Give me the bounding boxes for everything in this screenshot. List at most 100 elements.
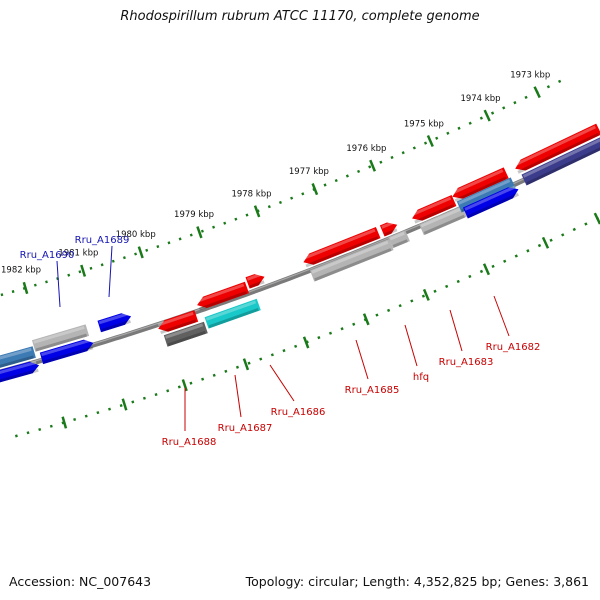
scale-dot [379, 160, 383, 164]
scale-dot [189, 381, 193, 385]
major-tick [369, 159, 377, 172]
gene-body [412, 195, 457, 221]
gene-arrow [157, 310, 199, 334]
gene-arrow [39, 338, 94, 365]
scale-dot [259, 357, 263, 361]
gene-body [39, 339, 94, 365]
scale-dot [433, 289, 437, 293]
scale-dot [546, 85, 551, 89]
gene-arrow [32, 324, 90, 352]
scale-dot [456, 279, 460, 284]
scale-dot [122, 256, 126, 260]
gene-shadow [454, 176, 507, 202]
scale-dot [412, 146, 416, 150]
scale-dot [14, 434, 18, 438]
scale-dot [234, 217, 238, 221]
scale-dot [278, 200, 282, 205]
gene-shadow [101, 319, 131, 332]
scale-dot [89, 266, 93, 270]
scale-dot [49, 424, 53, 428]
scale-dot [84, 414, 88, 418]
gene-shadow [305, 236, 379, 268]
callout-line [269, 364, 295, 402]
gene-highlight [41, 338, 91, 357]
scale-dot [524, 95, 528, 100]
scale-dot [177, 385, 181, 389]
scale-dot [445, 284, 449, 289]
scale-dot [549, 238, 553, 242]
gene-arrow [204, 298, 261, 329]
gene-label: Rru_A1689 [75, 235, 130, 246]
gene-highlight [33, 326, 85, 344]
gene-shadow [0, 368, 39, 383]
scale-dot [0, 293, 4, 297]
gene-label: Rru_A1686 [271, 407, 326, 418]
major-tick [137, 246, 144, 259]
outer-scale-ring [0, 79, 562, 297]
scale-dot [357, 169, 361, 174]
scale-dot [457, 126, 461, 130]
scale-dot [421, 294, 426, 298]
gene-arrow [0, 346, 36, 368]
gene-shadow [467, 192, 519, 218]
gene-shadow [199, 291, 247, 311]
scale-dot [390, 155, 394, 160]
scale-dot [340, 327, 344, 331]
scale-dot [375, 313, 379, 317]
scale-ticks: 1973 kbp 1974 kbp 1975 kbp 1976 kbp 1977 kbp… [0, 71, 600, 438]
gene-highlight [464, 185, 516, 211]
scale-dot [290, 196, 294, 200]
gene-highlight [205, 300, 257, 321]
gene-shadow [314, 248, 392, 282]
callout-line [449, 309, 463, 352]
gene-arrow [302, 227, 381, 268]
major-tick [242, 358, 250, 371]
major-tick [61, 416, 68, 429]
gene-shadow [423, 214, 465, 235]
scale-dot [26, 431, 30, 435]
scale-dot [479, 116, 483, 120]
scale-dot [513, 101, 517, 105]
major-tick [482, 263, 491, 276]
callout-line [355, 339, 369, 380]
gene-body [515, 123, 600, 171]
major-tick [80, 264, 87, 277]
major-tick [593, 212, 600, 225]
callout-line [493, 295, 510, 337]
gene-shadow [167, 330, 206, 347]
major-tick [426, 135, 434, 147]
scale-dot [235, 365, 240, 369]
major-tick [533, 86, 541, 99]
scale-dot [386, 308, 391, 313]
gene-arrow [521, 137, 600, 186]
callout-line [56, 260, 61, 308]
gene-shadow [35, 333, 88, 352]
scale-dot [38, 427, 42, 432]
gene-arrow [0, 361, 40, 383]
gene-label: Rru_A1683 [439, 357, 494, 368]
scale-dot [294, 344, 298, 348]
gene-highlight [302, 228, 376, 260]
gene-highlight [458, 179, 511, 205]
scale-dot [11, 290, 15, 294]
gene-arrow [451, 167, 509, 202]
scale-dot [223, 221, 227, 225]
major-tick [362, 313, 370, 326]
gene-highlight [522, 138, 600, 178]
gene-body [303, 227, 381, 265]
scale-dot [503, 259, 507, 263]
scale-dot [557, 79, 562, 84]
scale-dot [100, 263, 104, 267]
scale-dot [410, 299, 414, 303]
scale-dot [328, 331, 333, 335]
scale-dot [584, 222, 588, 226]
scale-dot [502, 106, 506, 110]
scale-dot [345, 174, 349, 178]
scale-dot [212, 373, 216, 377]
gene-label: Rru_A1688 [162, 437, 217, 448]
scale-dot [561, 233, 565, 237]
scale-dot [145, 248, 149, 252]
scale-dot [119, 403, 123, 408]
gene-shadow [392, 239, 408, 248]
